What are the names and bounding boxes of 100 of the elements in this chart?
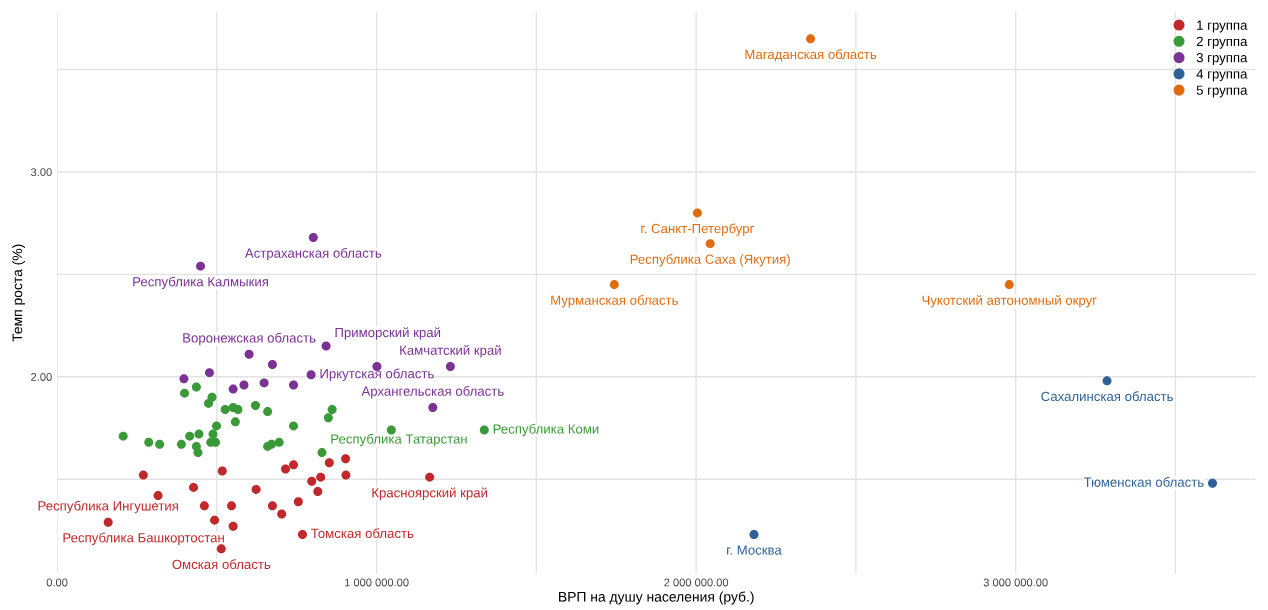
point [193, 448, 203, 458]
point [263, 407, 273, 417]
point [692, 208, 702, 218]
x-tick-label: 2 000 000.00 [664, 578, 729, 587]
data-label: Иркутская область [320, 368, 434, 381]
point [313, 486, 323, 496]
point [250, 400, 260, 410]
point [185, 431, 195, 441]
point [281, 464, 291, 474]
point [308, 233, 318, 242]
point [307, 476, 317, 486]
data-label: Архангельская область [361, 386, 504, 399]
point [289, 460, 299, 470]
point [204, 368, 214, 378]
data-label: Воронежская область [183, 332, 316, 346]
x-tick-label: 1 000 000.00 [345, 578, 409, 587]
x-axis-title: ВРП на душу населения (руб.) [559, 591, 754, 605]
data-label: Красноярский край [372, 487, 488, 501]
data-label: Сахалинская область [1041, 391, 1173, 402]
y-tick-label: 3.00 [31, 168, 52, 177]
point [297, 529, 307, 539]
point [445, 362, 455, 372]
point [228, 384, 238, 394]
data-label: Республика Ингушетия [38, 500, 178, 514]
data-label: Чукотский автономный округ [922, 295, 1097, 308]
point [316, 472, 326, 482]
point [230, 417, 240, 427]
legend-label: 1 группа [1197, 20, 1248, 33]
point [210, 515, 220, 525]
point [267, 359, 277, 369]
point [176, 439, 186, 449]
data-label: Республика Коми [493, 423, 599, 437]
point [138, 470, 148, 480]
point [194, 429, 204, 439]
point [341, 470, 351, 480]
point [1208, 478, 1217, 488]
point [806, 34, 816, 44]
point [251, 484, 261, 494]
point [1102, 376, 1112, 386]
point [341, 454, 351, 464]
point [208, 429, 218, 439]
legend-label: 5 группа [1196, 85, 1248, 98]
point [227, 501, 237, 511]
point [244, 349, 254, 359]
data-label: Республика Татарстан [331, 433, 467, 447]
point [153, 491, 163, 501]
point [180, 388, 190, 398]
y-axis-title: Темп роста (%) [12, 244, 26, 342]
point [428, 403, 438, 412]
point [306, 370, 316, 380]
point [189, 482, 198, 492]
legend-label: 2 группа [1196, 36, 1248, 49]
point [118, 431, 128, 441]
x-tick-label: 0.00 [46, 578, 68, 587]
point [179, 374, 189, 384]
point [144, 437, 154, 447]
data-label: Магаданская область [745, 49, 877, 62]
point [289, 380, 299, 390]
data-label: Омская область [172, 559, 271, 570]
data-label: Камчатский край [400, 344, 501, 358]
legend-label: 3 группа [1196, 52, 1248, 65]
point [317, 448, 327, 458]
point [199, 501, 209, 511]
y-tick-label: 2.00 [31, 373, 52, 381]
point [217, 466, 227, 476]
data-label: Республика Башкортостан [63, 532, 224, 545]
point [239, 380, 249, 390]
point [327, 405, 337, 415]
point [321, 341, 331, 351]
point [267, 501, 277, 511]
data-label: г. Москва [727, 545, 782, 555]
point [274, 437, 284, 447]
data-label: Тюменская область [1083, 477, 1204, 487]
point [220, 405, 230, 415]
data-label: Астраханская область [244, 247, 382, 261]
data-label: г. Санкт-Петербург [641, 223, 755, 236]
point [705, 239, 715, 249]
point [323, 413, 333, 423]
data-label: Приморский край [335, 327, 441, 340]
point [155, 439, 165, 449]
point [233, 405, 243, 415]
point [289, 421, 299, 431]
point [196, 261, 206, 271]
data-label: Республика Калмыкия [133, 276, 268, 290]
data-label: Мурманская область [551, 295, 678, 308]
data-label: Томская область [311, 528, 414, 539]
point [749, 529, 759, 539]
data-label: Республика Саха (Якутия) [630, 254, 790, 267]
point [425, 472, 435, 482]
x-tick-label: 3 000 000.00 [983, 578, 1048, 587]
point [103, 517, 113, 527]
point [324, 458, 334, 468]
point [293, 497, 303, 507]
point [609, 280, 619, 290]
point [259, 378, 269, 388]
point [479, 425, 489, 435]
point [277, 509, 287, 519]
point [191, 382, 201, 392]
legend-label: 4 группа [1196, 69, 1248, 82]
point [228, 521, 238, 531]
